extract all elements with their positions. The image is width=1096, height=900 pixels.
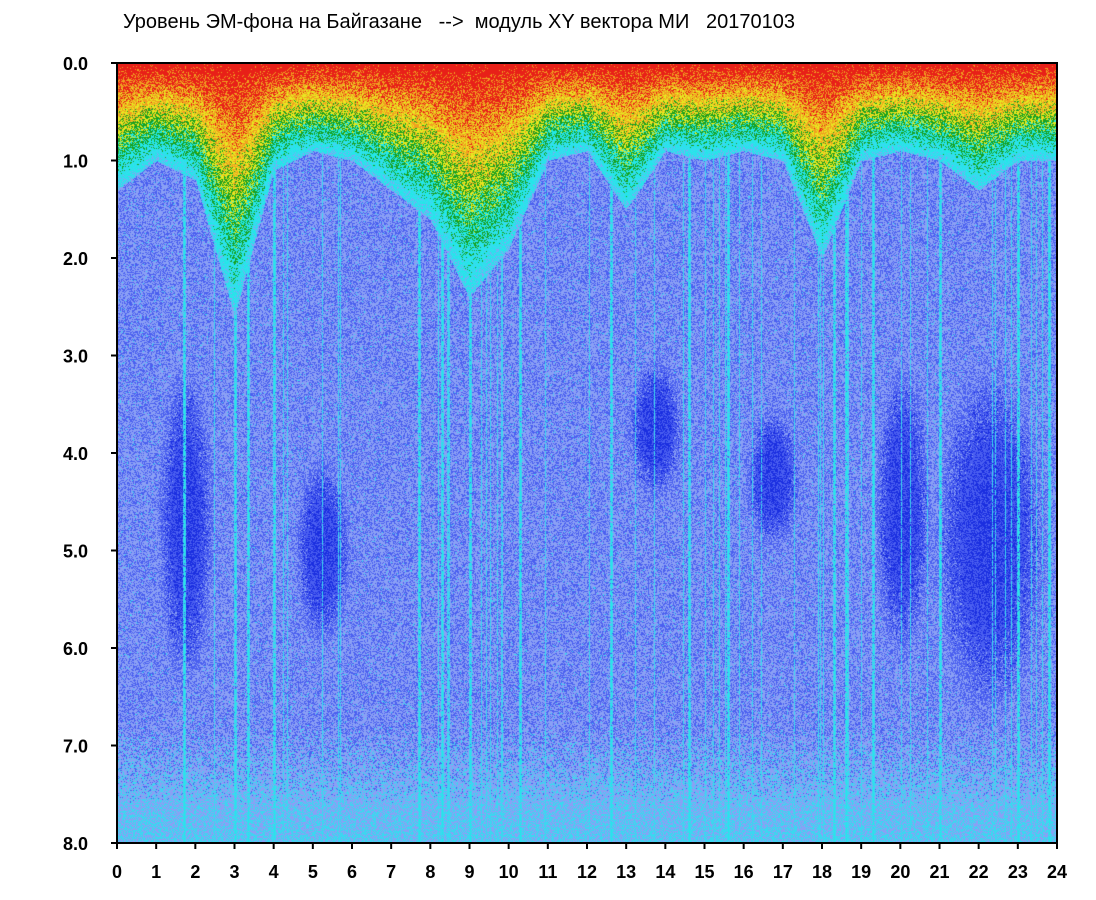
- x-tick-label: 3: [229, 862, 239, 882]
- x-tick-label: 2: [190, 862, 200, 882]
- x-tick-label: 19: [851, 862, 871, 882]
- heatmap-image: [117, 63, 1057, 843]
- y-tick-label: 3.0: [63, 347, 88, 367]
- y-tick-label: 0.0: [63, 54, 88, 74]
- x-tick-label: 0: [112, 862, 122, 882]
- x-tick-label: 6: [347, 862, 357, 882]
- y-tick-label: 8.0: [63, 834, 88, 854]
- heatmap-plot-area: [116, 62, 1058, 844]
- x-tick-label: 17: [773, 862, 793, 882]
- x-tick-label: 1: [151, 862, 161, 882]
- x-tick-label: 18: [812, 862, 832, 882]
- y-tick-label: 2.0: [63, 249, 88, 269]
- x-tick-label: 13: [616, 862, 636, 882]
- x-tick-label: 10: [499, 862, 519, 882]
- x-tick-label: 24: [1047, 862, 1067, 882]
- x-tick-label: 22: [969, 862, 989, 882]
- x-tick-label: 8: [425, 862, 435, 882]
- y-tick-label: 5.0: [63, 542, 88, 562]
- x-axis: 0 1 2 3 4 5 6 7 8 9 10 11 12 13 14 15 16 17 18 19 20 21 22 23 24: [112, 843, 1067, 882]
- chart-title: Уровень ЭМ-фона на Байгазане --> модуль …: [123, 11, 795, 33]
- x-tick-label: 11: [538, 862, 557, 882]
- x-tick-label: 4: [269, 862, 279, 882]
- y-tick-label: 6.0: [63, 639, 88, 659]
- y-axis: 0.0 1.0 2.0 3.0 4.0 5.0 6.0 7.0 8.0: [63, 54, 117, 854]
- x-tick-label: 20: [890, 862, 910, 882]
- x-tick-label: 23: [1008, 862, 1028, 882]
- y-tick-label: 7.0: [63, 737, 88, 757]
- y-tick-label: 4.0: [63, 444, 88, 464]
- y-tick-label: 1.0: [63, 152, 88, 172]
- x-tick-label: 21: [929, 862, 949, 882]
- x-tick-label: 12: [577, 862, 597, 882]
- x-tick-label: 9: [464, 862, 474, 882]
- x-tick-label: 16: [734, 862, 754, 882]
- x-tick-label: 5: [308, 862, 318, 882]
- x-tick-label: 14: [655, 862, 675, 882]
- x-tick-label: 15: [694, 862, 714, 882]
- x-tick-label: 7: [386, 862, 396, 882]
